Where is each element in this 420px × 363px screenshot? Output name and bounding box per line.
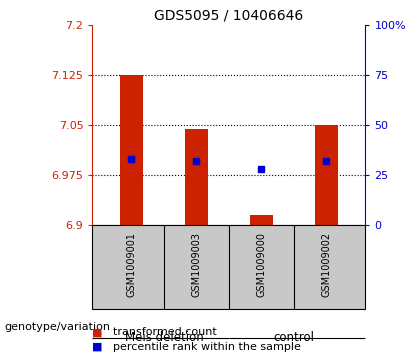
Text: control: control [273,331,315,344]
Bar [120,76,143,225]
Text: GSM1009003: GSM1009003 [192,232,202,297]
Text: percentile rank within the sample: percentile rank within the sample [113,342,301,352]
Text: GSM1009002: GSM1009002 [321,232,331,297]
Text: ■: ■ [92,342,103,352]
Bar [315,125,338,225]
Bar [185,129,208,225]
Text: Meis deletion: Meis deletion [124,331,203,344]
Bar [250,215,273,225]
Title: GDS5095 / 10406646: GDS5095 / 10406646 [154,9,304,23]
Text: GSM1009000: GSM1009000 [256,232,266,297]
Text: GSM1009001: GSM1009001 [126,232,136,297]
Text: ■: ■ [92,327,103,337]
Text: genotype/variation: genotype/variation [4,322,110,332]
Text: transformed count: transformed count [113,327,217,337]
